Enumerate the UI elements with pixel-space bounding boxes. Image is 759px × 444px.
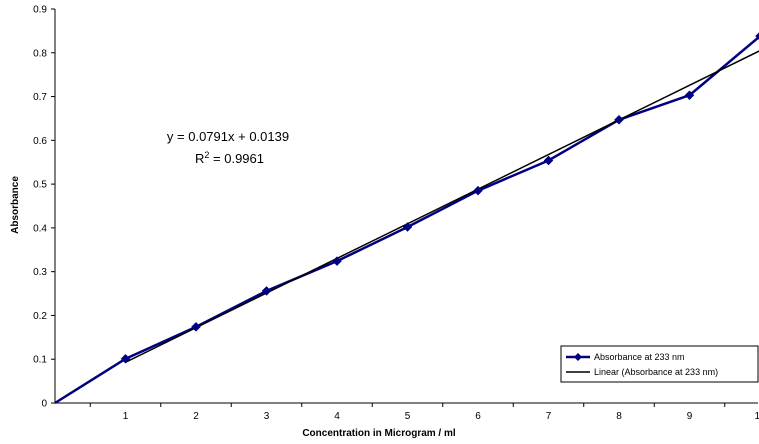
y-tick-label: 0.8	[33, 48, 47, 59]
data-point-marker	[120, 353, 131, 364]
y-tick-label: 0.4	[33, 223, 47, 234]
data-point-marker	[261, 286, 272, 296]
data-point-marker	[543, 155, 554, 166]
legend-label-absorbance: Absorbance at 233 nm	[594, 352, 685, 362]
y-axis-title: Absorbance	[10, 176, 21, 234]
y-tick-label: 0.3	[33, 267, 47, 278]
r-squared-value: = 0.9961	[209, 151, 264, 166]
y-tick-label: 0	[41, 399, 47, 410]
x-tick-label: 4	[334, 411, 340, 422]
x-tick-label: 7	[546, 411, 552, 422]
r-squared-symbol: R	[195, 151, 204, 166]
y-tick-label: 0.7	[33, 92, 47, 103]
legend-label-linear: Linear (Absorbance at 233 nm)	[594, 367, 718, 377]
data-point-marker	[473, 185, 483, 196]
x-axis-title: Concentration in Microgram / ml	[302, 428, 456, 439]
y-tick-label: 0.1	[33, 355, 47, 366]
x-tick-label: 2	[193, 411, 199, 422]
r-squared-exponent: 2	[204, 150, 209, 160]
legend: Absorbance at 233 nm Linear (Absorbance a…	[560, 345, 759, 383]
data-point-marker	[332, 256, 342, 267]
data-point-marker	[191, 321, 201, 332]
x-tick-label: 6	[475, 411, 481, 422]
trendline-equation: y = 0.0791x + 0.0139	[167, 129, 289, 144]
x-tick-label: 8	[616, 411, 622, 422]
plot-area: 0 0.1 0.2 0.3 0.4 0.5 0.6 0.7 0.8 0.9 1 2 3 4 5 6 7 8 9 10	[33, 5, 759, 422]
x-tick-label: 10	[754, 411, 759, 422]
data-point-marker	[402, 222, 413, 232]
trendline-linear	[125, 50, 759, 363]
data-point-marker	[614, 114, 624, 125]
x-tick-label: 5	[405, 411, 411, 422]
legend-box	[560, 345, 759, 383]
y-tick-label: 0.5	[33, 180, 47, 191]
y-tick-label: 0.2	[33, 311, 47, 322]
r-squared-label: R2 = 0.9961	[195, 150, 264, 166]
data-point-marker	[755, 32, 759, 40]
y-tick-label: 0.6	[33, 136, 47, 147]
x-tick-label: 9	[687, 411, 693, 422]
data-point-marker	[684, 90, 695, 101]
y-tick-label: 0.9	[33, 5, 47, 16]
x-tick-label: 3	[264, 411, 270, 422]
x-tick-label: 1	[123, 411, 129, 422]
legend-marker-absorbance	[574, 353, 582, 361]
